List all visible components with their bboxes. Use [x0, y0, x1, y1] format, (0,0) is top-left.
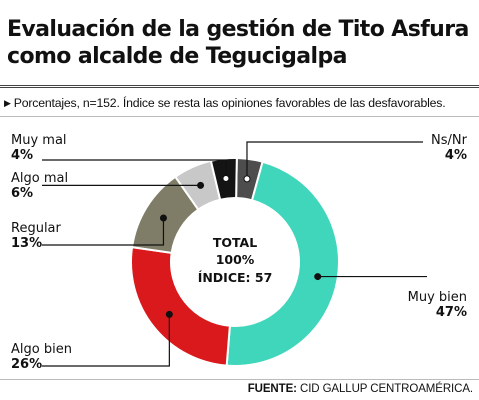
- label-name-regular: Regular: [11, 221, 62, 236]
- leader-line-muy-mal: [42, 159, 227, 179]
- chart-title-line-1: Evaluación de la gestión de Tito Asfura: [7, 17, 469, 42]
- leader-line-ns-nr: [246, 141, 423, 179]
- label-name-muy-bien: Muy bien: [408, 290, 467, 305]
- center-index-label: ÍNDICE: 57: [198, 270, 273, 285]
- slice-muy-bien: [225, 160, 340, 367]
- label-leader-lines: [42, 141, 427, 367]
- chart-title-line-2: como alcalde de Tegucigalpa: [7, 44, 347, 69]
- donut-slices: [130, 156, 340, 367]
- title-divider: [0, 85, 479, 88]
- label-value-algo-mal: 6%: [11, 186, 33, 201]
- leader-line-algo-bien: [42, 314, 170, 367]
- footer-divider: [0, 379, 479, 380]
- leader-dot-muy-mal: [222, 174, 230, 182]
- label-value-ns-nr: 4%: [445, 148, 467, 163]
- label-value-muy-bien: 47%: [436, 305, 467, 320]
- label-value-regular: 13%: [11, 236, 42, 251]
- subtitle-divider: [0, 116, 479, 117]
- center-total-label: TOTAL: [213, 235, 257, 250]
- center-total-value: 100%: [216, 252, 255, 267]
- label-name-muy-mal: Muy mal: [11, 133, 67, 148]
- label-name-ns-nr: Ns/Nr: [431, 133, 468, 148]
- subtitle-text: Porcentajes, n=152. Índice se resta las …: [13, 96, 446, 110]
- source-footer: FUENTE: CID GALLUP CENTROAMÉRICA.: [248, 383, 473, 395]
- chart-title: Evaluación de la gestión de Tito Asfura …: [7, 16, 477, 70]
- label-name-algo-bien: Algo bien: [11, 342, 72, 357]
- triangle-bullet-icon: ▶: [4, 98, 11, 108]
- label-name-algo-mal: Algo mal: [11, 171, 68, 186]
- donut-center-text: TOTAL 100% ÍNDICE: 57: [198, 235, 273, 285]
- leader-dot-algo-bien: [165, 310, 173, 318]
- chart-subtitle: ▶ Porcentajes, n=152. Índice se resta las…: [4, 95, 479, 111]
- leader-dot-ns-nr: [243, 175, 251, 183]
- leader-line-regular: [42, 217, 165, 246]
- leader-dot-regular: [159, 214, 167, 222]
- leader-dot-algo-mal: [197, 181, 205, 189]
- label-value-algo-bien: 26%: [11, 357, 42, 372]
- source-text: CID GALLUP CENTROAMÉRICA.: [299, 383, 473, 395]
- leader-dot-muy-bien: [314, 273, 322, 281]
- label-value-muy-mal: 4%: [11, 148, 33, 163]
- source-label: FUENTE:: [247, 383, 297, 395]
